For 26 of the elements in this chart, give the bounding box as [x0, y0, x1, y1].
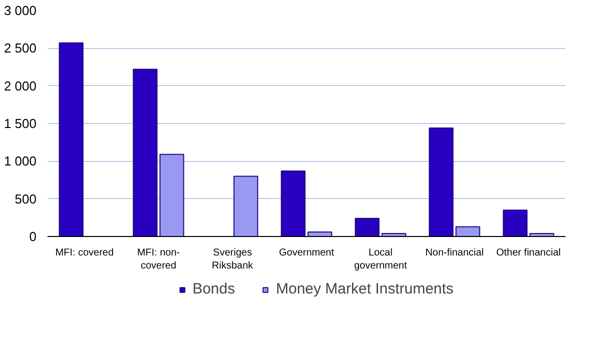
bar [233, 176, 258, 236]
legend-label: Bonds [192, 280, 235, 298]
y-tick-label: 2 500 [4, 40, 37, 56]
bar [159, 154, 184, 236]
legend-label: Money Market Instruments [276, 280, 454, 298]
bar [502, 210, 528, 236]
bar [307, 231, 332, 236]
bar [58, 42, 84, 236]
y-tick-label: 1 000 [4, 154, 37, 169]
y-tick-label: 3 000 [4, 3, 37, 18]
y-tick-label: 1 500 [4, 116, 37, 131]
y-tick-label: 500 [14, 191, 37, 206]
bar [455, 226, 480, 236]
bar [280, 170, 306, 236]
x-tick-label: MFI: covered [55, 248, 114, 258]
x-tick-label: Non-financial [425, 248, 484, 258]
bar [132, 68, 158, 236]
x-tick-label: Sveriges Riksbank [212, 248, 254, 272]
y-tick-label: 2 000 [4, 78, 37, 94]
bar [428, 128, 454, 236]
bar [354, 218, 380, 236]
y-tick-label: 0 [29, 229, 37, 244]
x-tick-label: Local government [354, 248, 408, 272]
x-tick-label: Government [278, 248, 334, 258]
x-tick-label: Other financial [496, 248, 561, 258]
x-tick-label: MFI: non-covered [137, 248, 180, 272]
